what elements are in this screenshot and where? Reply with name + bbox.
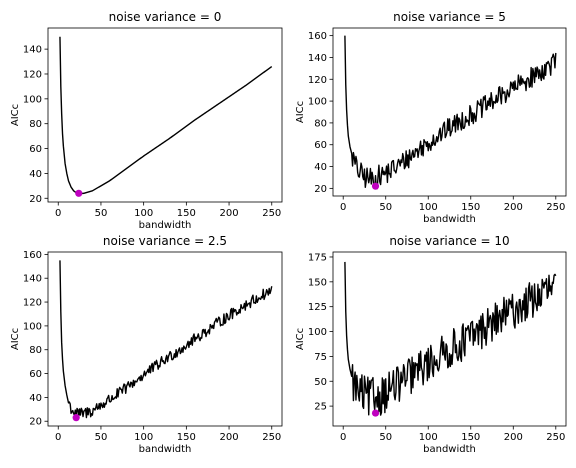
aicc-series-line <box>344 35 557 190</box>
y-tick-label: 100 <box>23 94 42 105</box>
y-axis-label: AICc <box>295 101 306 123</box>
y-tick-label: 60 <box>29 144 42 155</box>
minimum-marker <box>371 409 380 417</box>
aicc-series-line <box>59 260 273 419</box>
y-tick-label: 50 <box>314 377 327 388</box>
subplot-noise-10: 0 50 100 150 200 250 25 50 75 100 125 150 175 noise v… <box>295 234 567 455</box>
x-tick-label: 50 <box>95 208 108 219</box>
y-tick-label: 80 <box>29 119 42 130</box>
x-axis-label: bandwidth <box>139 220 192 231</box>
axes-frame <box>332 27 567 197</box>
x-tick-label: 0 <box>55 432 61 443</box>
y-axis-label: AICc <box>295 328 306 350</box>
subplot-noise-5: 0 50 100 150 200 250 20 40 60 80 100 120 140 160 noise… <box>295 10 567 225</box>
y-tick-label: 160 <box>23 250 42 261</box>
x-tick-label: 0 <box>55 208 61 219</box>
y-tick-label: 40 <box>29 169 42 180</box>
x-tick-label: 50 <box>379 432 392 443</box>
minimum-marker <box>371 182 380 190</box>
x-tick-label: 150 <box>461 202 480 213</box>
x-tick-label: 200 <box>504 432 523 443</box>
y-tick-label: 100 <box>23 321 42 332</box>
x-tick-label: 150 <box>177 432 196 443</box>
subplot-title: noise variance = 10 <box>389 234 509 248</box>
x-tick-label: 250 <box>546 432 565 443</box>
y-tick-label: 25 <box>314 402 327 413</box>
x-tick-label: 150 <box>177 208 196 219</box>
y-tick-label: 140 <box>308 53 327 64</box>
axes-frame <box>47 251 283 427</box>
y-tick-label: 120 <box>23 69 42 80</box>
x-tick-label: 250 <box>262 208 281 219</box>
x-tick-label: 100 <box>134 432 153 443</box>
y-tick-label: 20 <box>29 417 42 428</box>
aicc-series-line <box>59 36 273 195</box>
y-tick-label: 40 <box>314 162 327 173</box>
x-tick-label: 0 <box>340 202 346 213</box>
x-tick-label: 0 <box>340 432 346 443</box>
x-tick-label: 100 <box>419 432 438 443</box>
x-tick-label: 50 <box>95 432 108 443</box>
subplot-title: noise variance = 2.5 <box>103 234 227 248</box>
axes-frame <box>47 27 283 203</box>
y-tick-label: 60 <box>314 140 327 151</box>
y-axis-label: AICc <box>10 328 21 350</box>
y-tick-label: 80 <box>314 118 327 129</box>
y-tick-label: 140 <box>23 45 42 56</box>
y-tick-label: 120 <box>308 75 327 86</box>
y-tick-label: 40 <box>29 393 42 404</box>
y-tick-label: 150 <box>308 277 327 288</box>
x-axis-label: bandwidth <box>423 444 476 455</box>
subplot-title: noise variance = 0 <box>109 10 222 24</box>
subplot-noise-0: 0 50 100 150 200 250 20 40 60 80 100 120 140 noise va… <box>10 10 283 231</box>
y-tick-label: 125 <box>308 302 327 313</box>
y-axis-label: AICc <box>10 104 21 126</box>
x-tick-label: 150 <box>461 432 480 443</box>
y-tick-label: 120 <box>23 298 42 309</box>
x-tick-label: 250 <box>546 202 565 213</box>
y-tick-label: 20 <box>29 194 42 205</box>
y-tick-label: 140 <box>23 274 42 285</box>
x-axis-label: bandwidth <box>423 214 476 225</box>
axes-frame <box>332 251 567 427</box>
y-tick-label: 100 <box>308 327 327 338</box>
y-tick-label: 20 <box>314 184 327 195</box>
x-tick-label: 100 <box>134 208 153 219</box>
y-tick-label: 160 <box>308 31 327 42</box>
x-axis-label: bandwidth <box>139 444 192 455</box>
minimum-marker <box>75 189 83 197</box>
x-tick-label: 50 <box>379 202 392 213</box>
x-tick-label: 200 <box>220 208 239 219</box>
aicc-series-line <box>344 261 557 416</box>
y-tick-label: 100 <box>308 97 327 108</box>
x-tick-label: 200 <box>504 202 523 213</box>
y-tick-label: 75 <box>314 352 327 363</box>
minimum-marker <box>72 414 80 422</box>
subplot-noise-2-5: 0 50 100 150 200 250 20 40 60 80 100 120 140 160 noise… <box>10 234 283 455</box>
y-tick-label: 80 <box>29 345 42 356</box>
y-tick-label: 175 <box>308 252 327 263</box>
x-tick-label: 250 <box>262 432 281 443</box>
subplot-title: noise variance = 5 <box>393 10 506 24</box>
y-tick-label: 60 <box>29 369 42 380</box>
x-tick-label: 100 <box>419 202 438 213</box>
x-tick-label: 200 <box>220 432 239 443</box>
